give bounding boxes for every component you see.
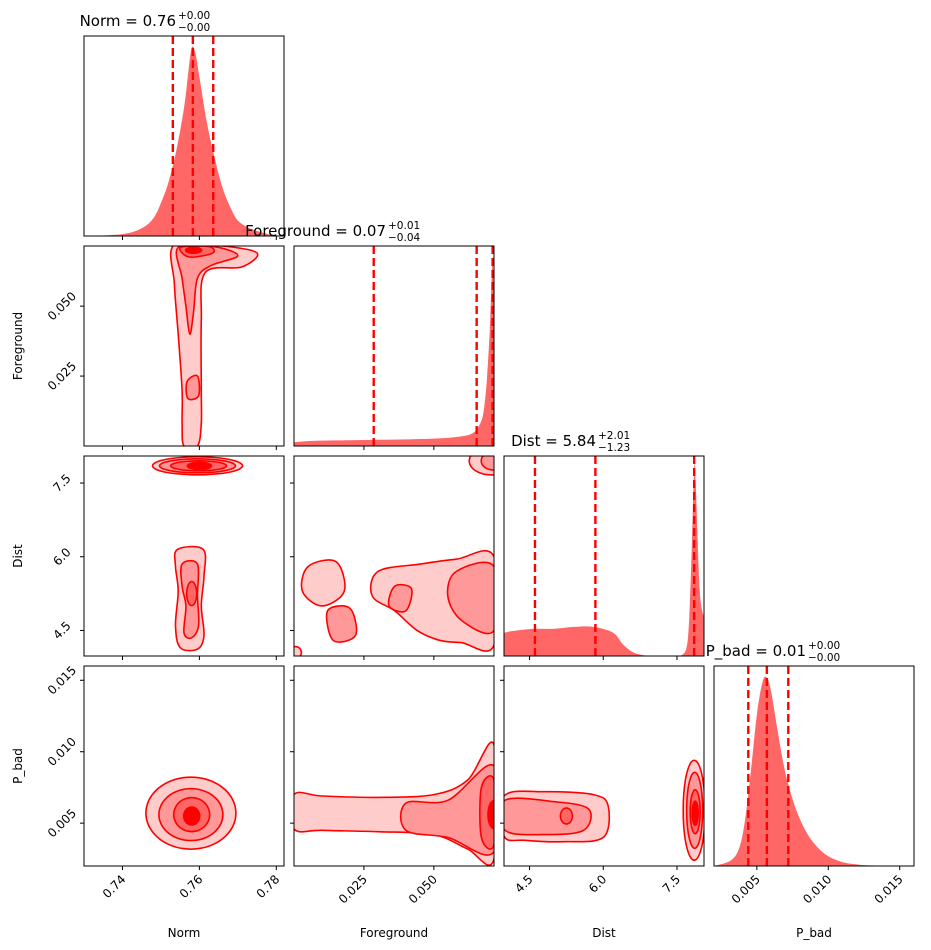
contour-level-4 bbox=[186, 461, 213, 471]
x-axis-label: P_bad bbox=[796, 926, 832, 940]
panel-frame-2-3 bbox=[500, 665, 705, 870]
histogram-area bbox=[714, 676, 914, 866]
diagonal-title-dist: Dist = 5.84 +2.01−1.23 bbox=[511, 430, 630, 454]
y-axis-label: P_bad bbox=[11, 748, 25, 784]
panel-frame-0-2 bbox=[80, 455, 285, 660]
contour-level-3 bbox=[479, 775, 494, 850]
y-axis-label: Dist bbox=[11, 544, 25, 568]
diagonal-title-norm: Norm = 0.76 +0.00−0.00 bbox=[80, 10, 211, 34]
contour-level-3-b bbox=[185, 580, 198, 607]
title-main: Foreground = 0.07 bbox=[245, 222, 386, 240]
y-tick-label: 7.5 bbox=[50, 471, 73, 494]
contour-level-2 bbox=[446, 561, 494, 635]
x-axis-label: Norm bbox=[168, 926, 201, 940]
contour-dist-pbad bbox=[504, 759, 704, 862]
contour-level-2-d bbox=[480, 456, 494, 471]
contour-norm-dist bbox=[151, 456, 244, 652]
diagonal-title-p-bad: P_bad = 0.01 +0.00−0.00 bbox=[706, 640, 840, 664]
histogram-area bbox=[84, 46, 284, 236]
contour-level-2 bbox=[175, 246, 239, 335]
contour-level-4 bbox=[182, 806, 201, 826]
title-main: Norm = 0.76 bbox=[80, 12, 176, 30]
x-axis-label: Dist bbox=[592, 926, 616, 940]
x-tick-label: 7.5 bbox=[660, 872, 683, 895]
histogram-area bbox=[504, 463, 704, 656]
contour-level-4-b bbox=[691, 800, 700, 826]
panel-frame-0-1 bbox=[80, 245, 285, 450]
contour-level-2-b bbox=[185, 374, 201, 401]
y-tick-label: 0.005 bbox=[45, 806, 79, 840]
x-tick-label: 0.025 bbox=[336, 872, 370, 906]
x-tick-label: 0.005 bbox=[729, 872, 763, 906]
x-tick-label: 0.050 bbox=[406, 872, 440, 906]
y-tick-label: 0.015 bbox=[45, 663, 79, 697]
title-minus: −1.23 bbox=[598, 442, 630, 454]
contour-norm-foreground bbox=[169, 246, 259, 446]
y-tick-label: 0.010 bbox=[45, 735, 79, 769]
contour-norm-pbad bbox=[145, 776, 237, 850]
contour-level-2-c bbox=[387, 583, 413, 613]
panel-frame-2-2 bbox=[503, 455, 705, 660]
contour-level-2-b bbox=[325, 605, 358, 643]
contour-level-4 bbox=[184, 246, 203, 254]
contour-level-2 bbox=[504, 797, 592, 836]
contour-foreground-dist bbox=[294, 456, 494, 656]
contour-level-3 bbox=[559, 807, 574, 825]
contour-foreground-pbad bbox=[294, 741, 494, 866]
contour-level-1-d bbox=[294, 645, 303, 656]
panel-frame-0-3 bbox=[80, 665, 285, 870]
y-tick-label: 4.5 bbox=[50, 619, 73, 642]
histogram-dist bbox=[504, 456, 704, 656]
y-tick-label: 0.025 bbox=[45, 359, 79, 393]
histogram-foreground bbox=[294, 246, 494, 446]
title-plus: +0.01 bbox=[388, 220, 420, 232]
title-plus: +2.01 bbox=[598, 430, 630, 442]
x-tick-label: 4.5 bbox=[512, 872, 535, 895]
diagonal-title-foreground: Foreground = 0.07 +0.01−0.04 bbox=[245, 220, 420, 244]
histogram-norm bbox=[84, 36, 284, 236]
histogram-p-bad bbox=[714, 666, 914, 866]
title-plus: +0.00 bbox=[178, 10, 210, 22]
panel-frame-3-3 bbox=[713, 665, 915, 870]
title-main: P_bad = 0.01 bbox=[706, 642, 806, 661]
x-tick-label: 6.0 bbox=[586, 872, 609, 895]
title-minus: −0.00 bbox=[178, 22, 210, 34]
panel-frame-1-2 bbox=[290, 455, 495, 660]
title-minus: −0.04 bbox=[388, 232, 420, 244]
y-axis-label: Foreground bbox=[11, 312, 25, 380]
contour-level-1-b bbox=[300, 559, 346, 607]
x-tick-label: 0.78 bbox=[254, 872, 283, 901]
y-tick-label: 6.0 bbox=[50, 545, 73, 568]
contour-level-4 bbox=[487, 799, 494, 830]
contour-level-2 bbox=[399, 763, 494, 856]
panel-frame-1-3 bbox=[290, 665, 495, 870]
histogram-area bbox=[294, 257, 494, 446]
panels bbox=[80, 35, 915, 870]
panel-frame-1-1 bbox=[293, 245, 495, 450]
x-tick-label: 0.010 bbox=[800, 872, 834, 906]
title-minus: −0.00 bbox=[808, 652, 840, 664]
panel-frame-0-0 bbox=[83, 35, 285, 240]
title-main: Dist = 5.84 bbox=[511, 432, 596, 450]
x-tick-label: 0.015 bbox=[872, 872, 906, 906]
y-tick-label: 0.050 bbox=[45, 289, 79, 323]
x-axis-label: Foreground bbox=[360, 926, 428, 940]
x-tick-label: 0.74 bbox=[100, 872, 129, 901]
x-tick-label: 0.76 bbox=[177, 872, 206, 901]
title-plus: +0.00 bbox=[808, 640, 840, 652]
